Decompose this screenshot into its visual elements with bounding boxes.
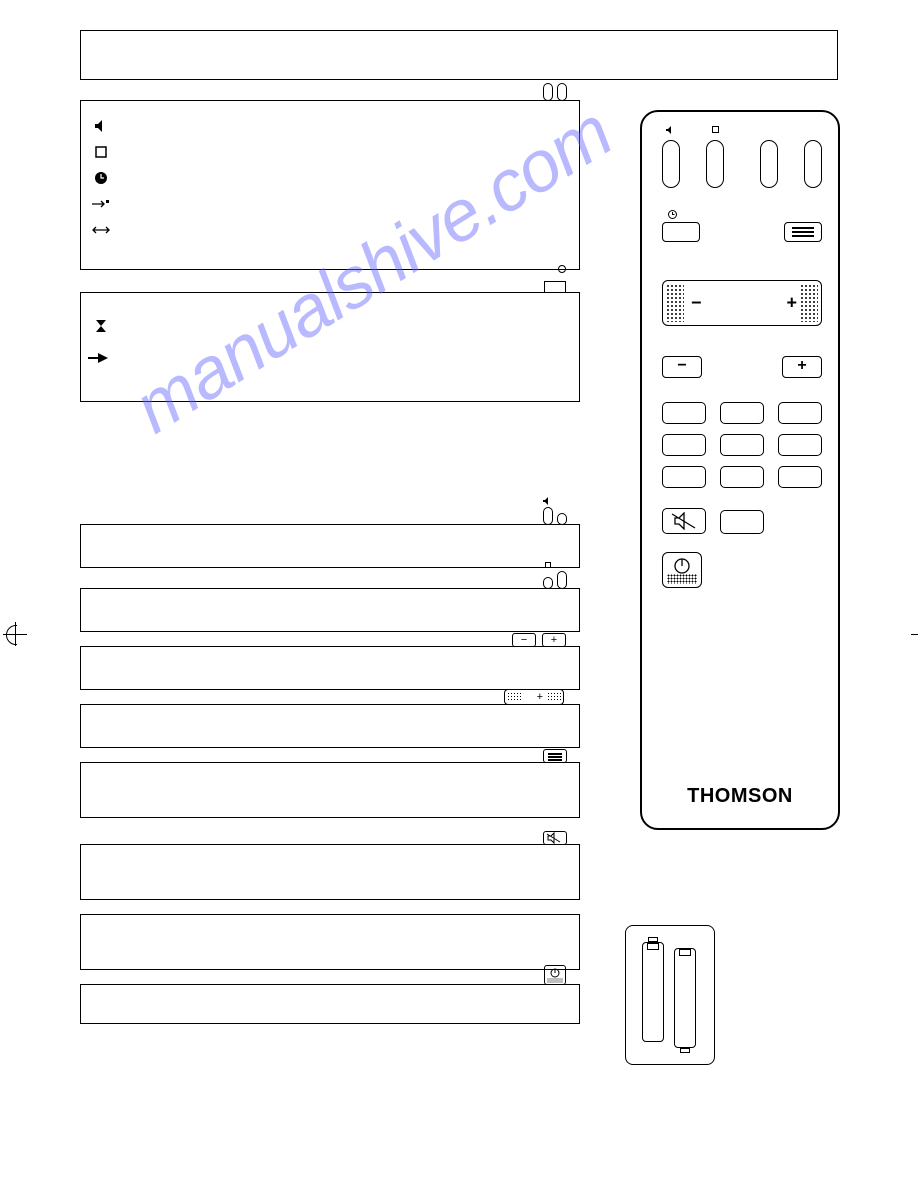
icon-list-box [80, 100, 580, 270]
remote-power-button[interactable] [662, 552, 702, 588]
row-box-7 [80, 914, 580, 970]
remote-control: − + − + THOMSON [640, 110, 840, 830]
square-icon [89, 146, 113, 158]
remote-num-7[interactable] [662, 466, 706, 488]
remote-num-5[interactable] [720, 434, 764, 456]
speaker-icon [89, 119, 113, 133]
horn-icon [83, 351, 113, 365]
clock-icon [89, 171, 113, 185]
remote-num-2[interactable] [720, 402, 764, 424]
remote-pill-3[interactable] [760, 140, 778, 188]
row-box-1 [80, 524, 580, 568]
row-box-3: − + [80, 646, 580, 690]
remote-vol-minus[interactable]: − [662, 356, 702, 378]
box-tab-pills [541, 83, 569, 101]
remote-pill-4[interactable] [804, 140, 822, 188]
remote-square-label-icon [712, 126, 719, 135]
remote-pill-2[interactable] [706, 140, 724, 188]
remote-num-3[interactable] [778, 402, 822, 424]
row-box-8 [80, 984, 580, 1024]
remote-num-1[interactable] [662, 402, 706, 424]
box-tab-minus-plus: − + [509, 629, 569, 647]
box-tab-speaker-pills [541, 507, 569, 525]
remote-mute-button[interactable] [662, 508, 706, 534]
arrow-bidir-icon [89, 225, 113, 235]
row-box-5 [80, 762, 580, 818]
title-box [80, 30, 838, 80]
battery-compartment [625, 925, 715, 1065]
row-box-6 [80, 844, 580, 900]
remote-clock-label-icon [668, 210, 677, 221]
box-tab-mute [541, 827, 569, 845]
box-tab-power [541, 967, 569, 985]
arrow-right-stop-icon [89, 199, 113, 209]
remote-vol-plus[interactable]: + [782, 356, 822, 378]
box-tab-sq-pills [541, 571, 569, 589]
hourglass-icon [89, 319, 113, 333]
timer-box [80, 292, 580, 402]
remote-num-4[interactable] [662, 434, 706, 456]
box-tab-dotted-rocker: + [499, 687, 569, 705]
remote-speaker-label-icon [666, 126, 674, 136]
remote-timer-button[interactable] [662, 222, 700, 242]
remote-num-6[interactable] [778, 434, 822, 456]
box-tab-menu [541, 745, 569, 763]
remote-num-0[interactable] [720, 510, 764, 534]
remote-num-8[interactable] [720, 466, 764, 488]
row-box-4: + [80, 704, 580, 748]
remote-prog-rocker[interactable]: − + [662, 280, 822, 326]
row-box-2 [80, 588, 580, 632]
remote-menu-button[interactable] [784, 222, 822, 242]
box-tab-rect-timer [541, 275, 569, 293]
remote-pill-1[interactable] [662, 140, 680, 188]
battery-2 [674, 948, 696, 1048]
remote-num-9[interactable] [778, 466, 822, 488]
battery-1 [642, 942, 664, 1042]
remote-brand: THOMSON [642, 785, 838, 808]
